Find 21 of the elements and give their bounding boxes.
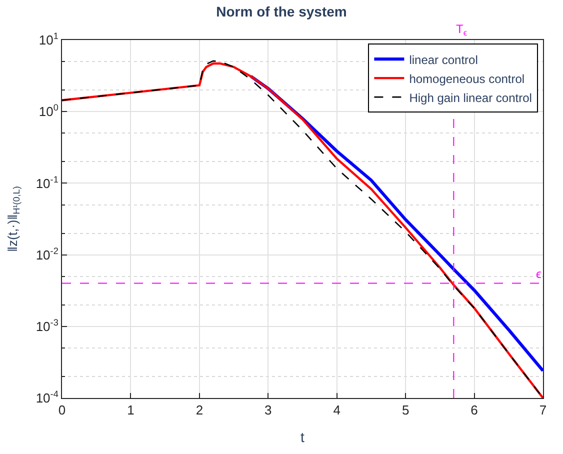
y-tick-label: 10$^{-2}$ bbox=[36, 246, 58, 262]
x-tick-label: 4 bbox=[333, 402, 340, 418]
legend-label: linear control bbox=[409, 52, 478, 67]
chart-title: Norm of the system bbox=[216, 4, 347, 20]
y-tick-label: 10$^{-4}$ bbox=[36, 389, 58, 406]
x-tick-label: 6 bbox=[470, 402, 478, 418]
ref-line-label: ϵ bbox=[536, 267, 542, 281]
legend-label: High gain linear control bbox=[409, 90, 532, 105]
y-tick-label: 10$^{-1}$ bbox=[36, 174, 58, 191]
x-tick-label: 2 bbox=[196, 402, 204, 418]
x-tick-label: 0 bbox=[58, 402, 66, 418]
y-tick-label: 10$^{0}$ bbox=[38, 102, 58, 120]
y-tick-label: 10$^{-3}$ bbox=[36, 317, 58, 334]
x-tick-label: 1 bbox=[127, 402, 134, 418]
ref-line-label: T$_{ϵ}$ bbox=[456, 22, 468, 38]
x-tick-label: 5 bbox=[402, 402, 410, 418]
legend-label: homogeneous control bbox=[409, 72, 525, 86]
x-tick-label: 3 bbox=[264, 402, 272, 418]
x-axis-title: t bbox=[300, 428, 305, 445]
y-tick-label: 10$^{1}$ bbox=[38, 31, 58, 48]
x-tick-label: 7 bbox=[539, 402, 547, 418]
